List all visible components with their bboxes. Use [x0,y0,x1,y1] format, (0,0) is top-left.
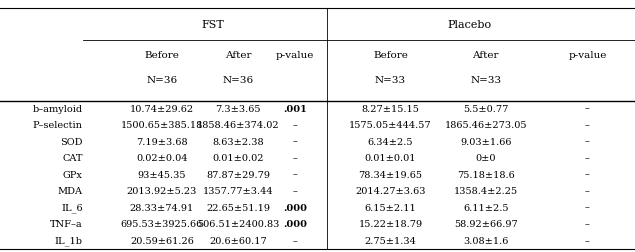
Text: 9.03±1.66: 9.03±1.66 [460,138,512,147]
Text: –: – [585,220,590,229]
Text: .000: .000 [283,204,307,213]
Text: After: After [472,51,499,60]
Text: 20.59±61.26: 20.59±61.26 [130,237,194,246]
Text: p-value: p-value [568,51,606,60]
Text: 2014.27±3.63: 2014.27±3.63 [355,187,426,196]
Text: 1858.46±374.02: 1858.46±374.02 [197,121,279,130]
Text: After: After [225,51,251,60]
Text: MDA: MDA [58,187,83,196]
Text: 58.92±66.97: 58.92±66.97 [454,220,518,229]
Text: 15.22±18.79: 15.22±18.79 [359,220,422,229]
Text: –: – [585,204,590,213]
Text: –: – [585,187,590,196]
Text: –: – [585,105,590,114]
Text: 6.15±2.11: 6.15±2.11 [364,204,417,213]
Text: 1357.77±3.44: 1357.77±3.44 [203,187,274,196]
Text: FST: FST [201,20,224,30]
Text: 22.65±51.19: 22.65±51.19 [206,204,270,213]
Text: –: – [293,187,298,196]
Text: 1865.46±273.05: 1865.46±273.05 [444,121,527,130]
Text: 10.74±29.62: 10.74±29.62 [130,105,194,114]
Text: 2.75±1.34: 2.75±1.34 [364,237,417,246]
Text: TNF–a: TNF–a [50,220,83,229]
Text: .000: .000 [283,220,307,229]
Text: 28.33±74.91: 28.33±74.91 [130,204,194,213]
Text: 5.5±0.77: 5.5±0.77 [463,105,509,114]
Text: 6.11±2.5: 6.11±2.5 [463,204,509,213]
Text: 8.27±15.15: 8.27±15.15 [361,105,420,114]
Text: CAT: CAT [62,154,83,163]
Text: 1358.4±2.25: 1358.4±2.25 [454,187,518,196]
Text: 506.51±2400.83: 506.51±2400.83 [197,220,279,229]
Text: –: – [585,171,590,180]
Text: Placebo: Placebo [448,20,492,30]
Text: 3.08±1.6: 3.08±1.6 [463,237,509,246]
Text: 6.34±2.5: 6.34±2.5 [368,138,413,147]
Text: –: – [585,138,590,147]
Text: 1500.65±385.18: 1500.65±385.18 [121,121,203,130]
Text: –: – [585,237,590,246]
Text: –: – [293,154,298,163]
Text: 8.63±2.38: 8.63±2.38 [212,138,264,147]
Text: .001: .001 [283,105,307,114]
Text: N=33: N=33 [470,76,502,85]
Text: –: – [293,121,298,130]
Text: 20.6±60.17: 20.6±60.17 [210,237,267,246]
Text: SOD: SOD [60,138,83,147]
Text: IL_1b: IL_1b [55,236,83,246]
Text: 93±45.35: 93±45.35 [138,171,186,180]
Text: p-value: p-value [276,51,314,60]
Text: 0.01±0.01: 0.01±0.01 [364,154,417,163]
Text: –: – [585,154,590,163]
Text: GPx: GPx [63,171,83,180]
Text: 87.87±29.79: 87.87±29.79 [206,171,270,180]
Text: 2013.92±5.23: 2013.92±5.23 [127,187,197,196]
Text: N=36: N=36 [222,76,254,85]
Text: IL_6: IL_6 [61,203,83,213]
Text: 695.53±3925.66: 695.53±3925.66 [121,220,203,229]
Text: 0±0: 0±0 [476,154,496,163]
Text: 7.3±3.65: 7.3±3.65 [215,105,261,114]
Text: 0.01±0.02: 0.01±0.02 [212,154,264,163]
Text: –: – [293,138,298,147]
Text: 75.18±18.6: 75.18±18.6 [457,171,514,180]
Text: 7.19±3.68: 7.19±3.68 [136,138,188,147]
Text: 0.02±0.04: 0.02±0.04 [136,154,188,163]
Text: b–amyloid: b–amyloid [32,105,83,114]
Text: Before: Before [145,51,179,60]
Text: N=33: N=33 [375,76,406,85]
Text: –: – [293,237,298,246]
Text: N=36: N=36 [146,76,178,85]
Text: P–selectin: P–selectin [32,121,83,130]
Text: –: – [293,171,298,180]
Text: –: – [585,121,590,130]
Text: Before: Before [373,51,408,60]
Text: 1575.05±444.57: 1575.05±444.57 [349,121,432,130]
Text: 78.34±19.65: 78.34±19.65 [359,171,422,180]
